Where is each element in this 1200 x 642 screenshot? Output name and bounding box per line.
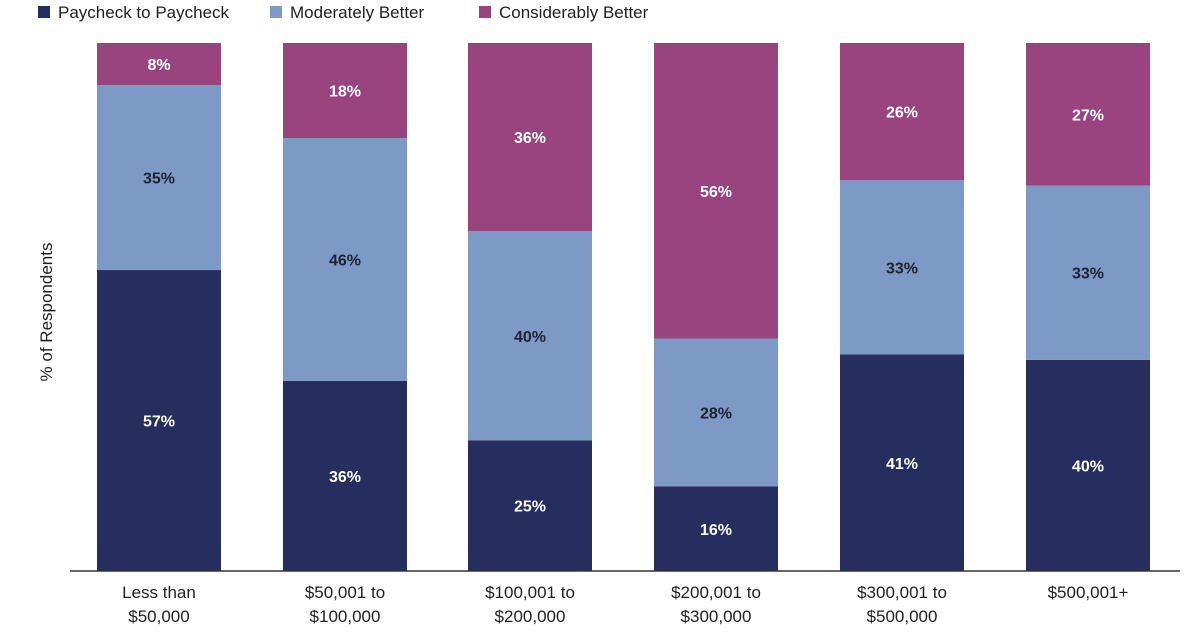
bar-segment — [840, 180, 964, 355]
data-label: 8% — [147, 57, 170, 74]
bar-segment — [654, 338, 778, 487]
legend-label-2: Moderately Better — [290, 3, 425, 22]
x-tick-label: $500,001+ — [1048, 583, 1129, 602]
bar-segment — [283, 43, 407, 139]
bar-group: 16% 28% 56% — [654, 43, 778, 571]
x-tick-label: $300,001 to $500,000 — [857, 583, 947, 626]
bar-segment — [654, 43, 778, 339]
legend: Paycheck to Paycheck Moderately Better Con… — [38, 3, 649, 22]
data-label: 40% — [514, 329, 546, 346]
bar-group: 25% 40% 36% — [468, 43, 592, 571]
data-label: 36% — [514, 130, 546, 147]
data-label: 56% — [700, 184, 732, 201]
legend-label-3: Considerably Better — [499, 3, 649, 22]
data-label: 46% — [329, 252, 361, 269]
bars: 57% 35% 8% 36% 46% 18% 25% 40% 36% 16% 28% 56% 41% 33… — [97, 43, 1150, 571]
bar-segment — [840, 43, 964, 181]
bar-group: 36% 46% 18% — [283, 43, 407, 571]
bar-segment — [97, 43, 221, 86]
legend-swatch-1 — [38, 6, 50, 18]
bar-segment — [1026, 359, 1150, 571]
bar-group: 57% 35% 8% — [97, 43, 221, 571]
data-label: 16% — [700, 522, 732, 539]
data-label: 27% — [1072, 107, 1104, 124]
data-label: 41% — [886, 456, 918, 473]
data-label: 25% — [514, 499, 546, 516]
bar-segment — [468, 440, 592, 571]
y-axis-label: % of Respondents — [37, 243, 56, 382]
legend-swatch-3 — [479, 6, 491, 18]
bar-segment — [840, 354, 964, 571]
data-label: 36% — [329, 469, 361, 486]
bar-segment — [1026, 43, 1150, 186]
bar-group: 40% 33% 27% — [1026, 43, 1150, 571]
bar-segment — [97, 270, 221, 571]
x-tick-label: $200,001 to $300,000 — [671, 583, 761, 626]
data-label: 33% — [1072, 266, 1104, 283]
data-label: 18% — [329, 84, 361, 101]
x-tick-label: Less than $50,000 — [122, 583, 196, 626]
legend-swatch-2 — [270, 6, 282, 18]
bar-segment — [283, 138, 407, 381]
bar-segment — [468, 231, 592, 441]
bar-segment — [283, 380, 407, 571]
legend-label-1: Paycheck to Paycheck — [58, 3, 230, 22]
x-tick-label: $50,001 to $100,000 — [305, 583, 385, 626]
data-label: 40% — [1072, 458, 1104, 475]
x-tick-label: $100,001 to $200,000 — [485, 583, 575, 626]
bar-segment — [97, 85, 221, 271]
data-label: 33% — [886, 260, 918, 277]
data-label: 57% — [143, 414, 175, 431]
data-label: 28% — [700, 406, 732, 423]
bar-segment — [1026, 185, 1150, 360]
bar-segment — [654, 486, 778, 571]
data-label: 35% — [143, 171, 175, 188]
data-label: 26% — [886, 105, 918, 122]
x-axis-labels: Less than $50,000 $50,001 to $100,000 $100,0… — [122, 583, 1128, 626]
bar-group: 41% 33% 26% — [840, 43, 964, 571]
bar-segment — [468, 43, 592, 232]
